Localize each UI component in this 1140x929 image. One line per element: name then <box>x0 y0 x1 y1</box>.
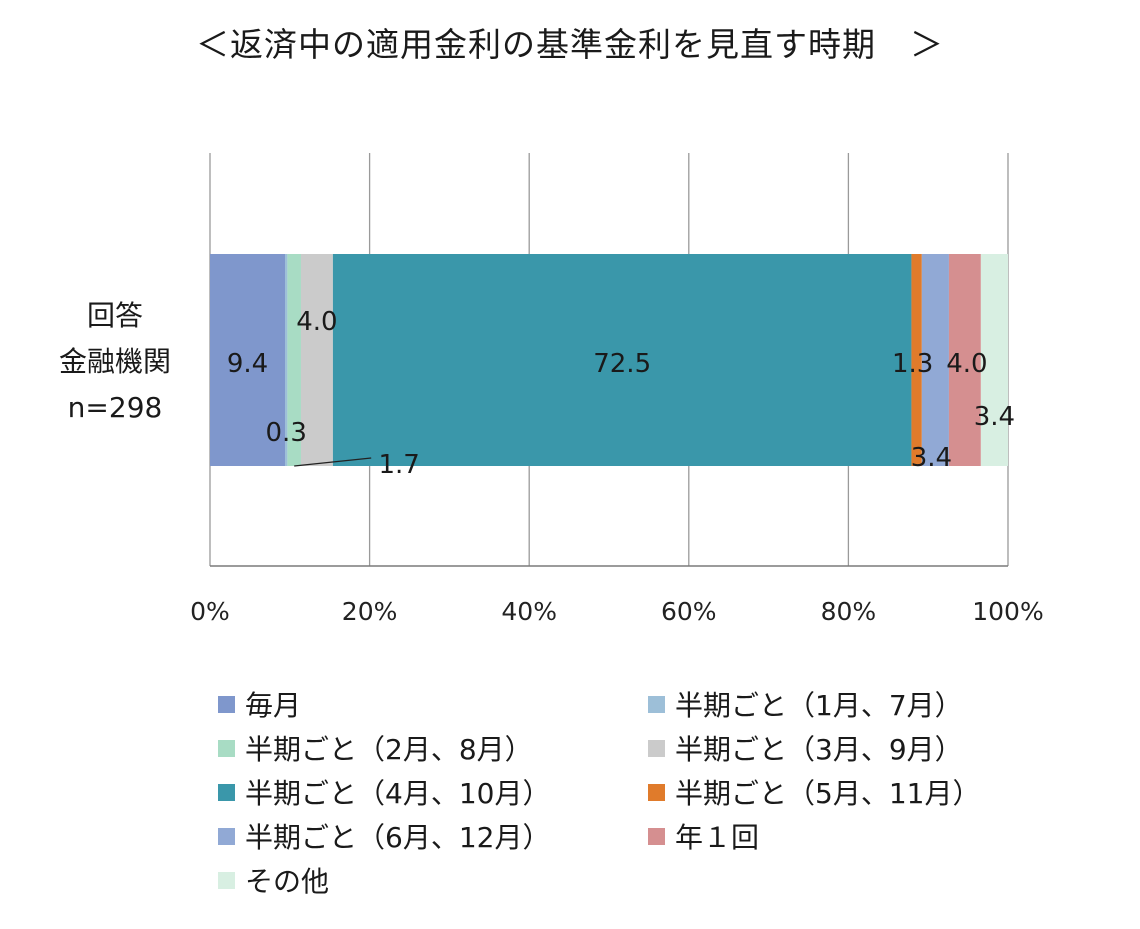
legend-swatch <box>648 783 665 801</box>
chart-plot: 0% 20% 40% 60% 80% 100% 9.4 0.3 1.7 4.0 72.5 1.3 3.4… <box>190 153 1044 626</box>
data-label: 3.4 <box>974 402 1015 432</box>
legend-label: 半期ごと（5月、11月） <box>675 777 981 810</box>
legend-item: 毎月 <box>218 682 648 726</box>
legend-swatch <box>218 739 235 757</box>
x-tick-label: 80% <box>821 597 877 626</box>
legend-item: その他 <box>218 858 648 902</box>
data-label: 3.4 <box>911 443 952 473</box>
x-tick-label: 0% <box>190 597 230 626</box>
data-label-leader <box>294 457 372 467</box>
legend-item: 半期ごと（4月、10月） <box>218 770 648 814</box>
legend-label: 毎月 <box>245 689 302 722</box>
bar-segment <box>948 254 981 466</box>
legend-label: 半期ごと（3月、9月） <box>675 733 963 766</box>
data-label: 1.7 <box>379 450 420 480</box>
legend-swatch <box>218 695 235 713</box>
bar-segment <box>300 254 333 466</box>
bar-segment <box>287 254 301 466</box>
data-label: 4.0 <box>296 307 337 337</box>
bar-segment <box>285 254 288 466</box>
data-label: 4.0 <box>946 349 987 379</box>
chart-legend: 毎月 半期ごと（1月、7月） 半期ごと（2月、8月） 半期ごと（3月、9月） 半期ごと（… <box>218 682 1038 902</box>
legend-swatch <box>218 783 235 801</box>
legend-swatch <box>648 695 665 713</box>
chart-title: ＜返済中の適用金利の基準金利を見直す時期 ＞ <box>196 25 944 64</box>
x-tick-label: 60% <box>661 597 717 626</box>
legend-item: 半期ごと（1月、7月） <box>648 682 1038 726</box>
data-label: 9.4 <box>227 349 268 379</box>
legend-label: 半期ごと（6月、12月） <box>245 821 551 854</box>
category-label: 回答 金融機関 n=298 <box>30 293 200 431</box>
legend-label: 年１回 <box>675 821 760 854</box>
legend-swatch <box>648 739 665 757</box>
legend-swatch <box>218 827 235 845</box>
data-label: 0.3 <box>266 418 307 448</box>
category-label-line-2: 金融機関 <box>58 345 171 378</box>
bar-segment <box>332 254 912 466</box>
legend-label: 半期ごと（1月、7月） <box>675 689 963 722</box>
legend-swatch <box>218 871 235 889</box>
legend-item: 半期ごと（3月、9月） <box>648 726 1038 770</box>
legend-item: 半期ごと（6月、12月） <box>218 814 648 858</box>
category-label-line-1: 回答 <box>86 299 143 332</box>
bar-segment <box>980 254 1008 466</box>
legend-swatch <box>648 827 665 845</box>
category-label-line-3: n=298 <box>67 391 163 424</box>
bar-segment <box>210 254 286 466</box>
data-label: 1.3 <box>892 349 933 379</box>
x-tick-label: 20% <box>342 597 398 626</box>
legend-label: 半期ごと（4月、10月） <box>245 777 551 810</box>
bar-segment <box>911 254 922 466</box>
legend-item: 年１回 <box>648 814 1038 858</box>
x-tick-label: 40% <box>501 597 557 626</box>
legend-label: 半期ごと（2月、8月） <box>245 733 533 766</box>
legend-label: その他 <box>245 865 330 898</box>
x-tick-label: 100% <box>972 597 1043 626</box>
bar-segment <box>921 254 949 466</box>
legend-item: 半期ごと（2月、8月） <box>218 726 648 770</box>
legend-item: 半期ごと（5月、11月） <box>648 770 1038 814</box>
data-label: 72.5 <box>593 349 651 379</box>
